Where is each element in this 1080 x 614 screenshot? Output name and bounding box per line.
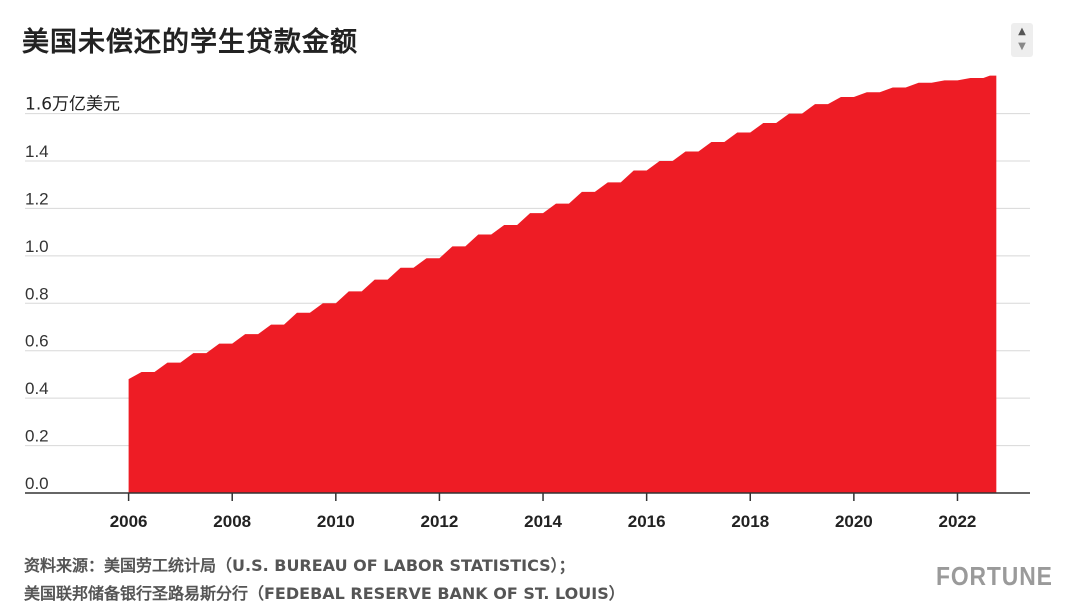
- y-axis-unit-label: 1.6万亿美元: [25, 95, 120, 115]
- x-tick-label: 2010: [317, 512, 355, 531]
- area-fill: [128, 75, 997, 493]
- fortune-logo: FORTUNE: [936, 561, 1053, 591]
- scroll-control[interactable]: ▲ ▼: [1011, 23, 1033, 57]
- y-tick-label: 1.4: [25, 142, 49, 161]
- x-tick-label: 2008: [213, 512, 251, 531]
- chart-title: 美国未偿还的学生贷款金额: [22, 27, 358, 58]
- source-line-1: 资料来源：美国劳工统计局（U.S. BUREAU OF LABOR STATIS…: [24, 556, 575, 575]
- y-tick-label: 1.2: [25, 189, 49, 208]
- y-tick-label: 1.0: [25, 237, 49, 256]
- source-line-2: 美国联邦储备银行圣路易斯分行（FEDEBAL RESERVE BANK OF S…: [24, 584, 625, 603]
- y-tick-label: 0.4: [25, 379, 49, 398]
- x-tick-label: 2006: [110, 512, 148, 531]
- y-tick-label: 0.6: [25, 332, 49, 351]
- x-tick-label: 2022: [939, 512, 977, 531]
- y-tick-label: 0.8: [25, 284, 49, 303]
- scroll-down-icon[interactable]: ▼: [1018, 41, 1026, 52]
- x-tick-label: 2016: [628, 512, 666, 531]
- x-tick-label: 2014: [524, 512, 562, 531]
- scroll-up-icon[interactable]: ▲: [1018, 26, 1026, 37]
- y-tick-label: 0.0: [25, 474, 49, 493]
- y-axis-ticks: 0.0 0.2 0.4 0.6 0.8 1.0 1.2 1.4 1.6万亿美元: [25, 95, 120, 493]
- x-axis-ticks: 2006 2008 2010 2012 2014 2016 2018 2020 2022: [110, 493, 977, 531]
- x-tick-label: 2018: [731, 512, 769, 531]
- x-tick-label: 2020: [835, 512, 873, 531]
- area-series: [128, 75, 997, 493]
- y-tick-label: 0.2: [25, 427, 49, 446]
- x-tick-label: 2012: [421, 512, 459, 531]
